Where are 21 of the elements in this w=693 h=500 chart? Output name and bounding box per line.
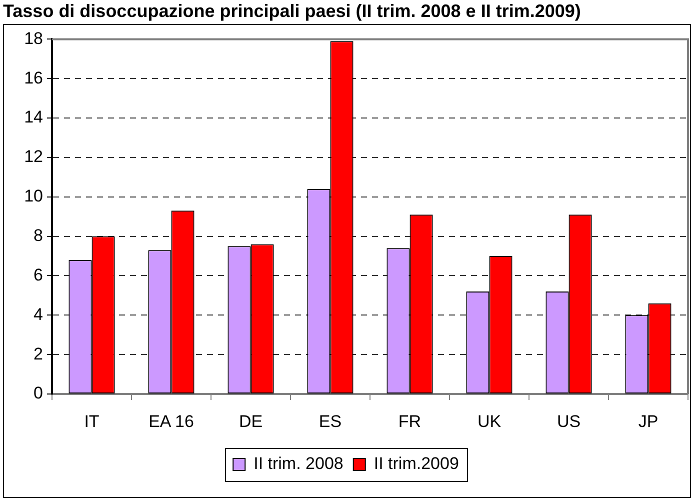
legend-label: II trim. 2008 <box>254 454 344 474</box>
y-tick-label: 0 <box>34 384 43 403</box>
legend-label: II trim.2009 <box>374 454 459 474</box>
y-tick-label: 8 <box>34 226 43 245</box>
y-tick-label: 2 <box>34 344 43 364</box>
y-tick-label: 14 <box>24 108 43 127</box>
x-tick-label: ES <box>318 412 342 431</box>
x-tick-label: JP <box>638 412 658 431</box>
y-tick-label: 18 <box>24 28 43 48</box>
chart-title: Tasso di disoccupazione principali paesi (II trim. 2008 e II trim.2009) <box>3 1 581 22</box>
x-tick-label: EA 16 <box>148 412 194 431</box>
y-tick-label: 4 <box>34 304 43 324</box>
y-tick-label: 12 <box>24 147 43 166</box>
x-tick-label: FR <box>398 412 422 431</box>
y-tick-label: 10 <box>24 186 43 206</box>
x-tick-label: DE <box>238 412 263 431</box>
x-tick-label: IT <box>84 412 100 431</box>
x-tick-label: US <box>556 412 581 431</box>
x-tick-label: UK <box>477 412 502 431</box>
y-tick-label: 6 <box>34 265 43 284</box>
y-tick-label: 16 <box>24 68 43 88</box>
